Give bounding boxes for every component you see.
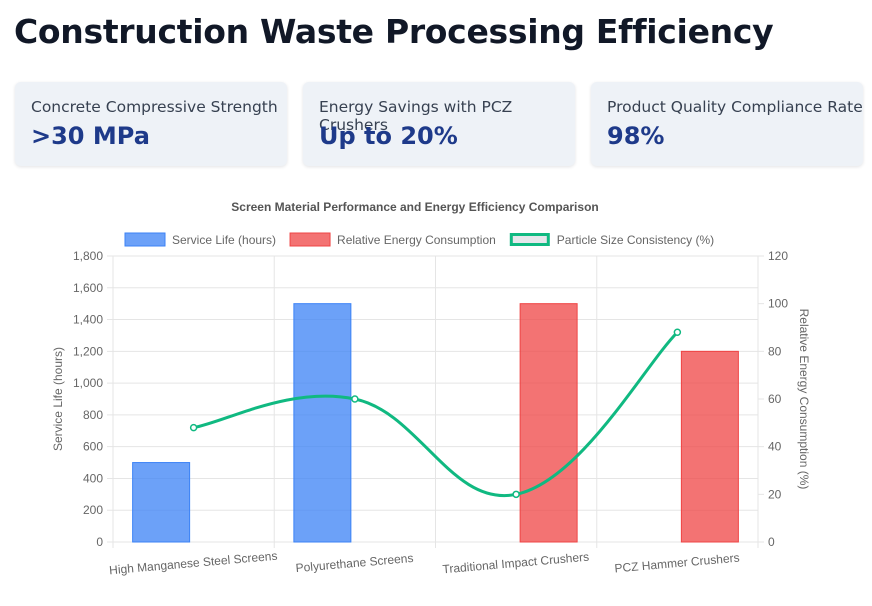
y-right-tick-label: 0 bbox=[768, 535, 775, 549]
legend-label: Particle Size Consistency (%) bbox=[557, 233, 714, 247]
y-right-tick-label: 120 bbox=[768, 249, 788, 263]
y-right-tick-label: 80 bbox=[768, 344, 782, 358]
metric-card-quality-compliance: Product Quality Compliance Rate 98% bbox=[591, 82, 863, 166]
metric-card-label: Concrete Compressive Strength bbox=[31, 98, 278, 116]
y-right-tick-label: 20 bbox=[768, 487, 782, 501]
x-tick-label: Traditional Impact Crushers bbox=[442, 550, 590, 577]
bar bbox=[519, 303, 578, 543]
performance-chart: Screen Material Performance and Energy E… bbox=[51, 200, 811, 578]
y-left-tick-label: 1,800 bbox=[73, 249, 103, 263]
legend-label: Relative Energy Consumption bbox=[337, 233, 496, 247]
bar bbox=[680, 350, 739, 543]
series-line bbox=[193, 331, 679, 498]
y-left-tick-label: 1,400 bbox=[73, 313, 103, 327]
metric-card-value: >30 MPa bbox=[31, 122, 150, 150]
x-tick-label: Polyurethane Screens bbox=[295, 551, 414, 575]
legend-label: Service Life (hours) bbox=[172, 233, 276, 247]
y-left-tick-label: 1,600 bbox=[73, 281, 103, 295]
y-right-tick-label: 40 bbox=[768, 440, 782, 454]
x-tick-label: High Manganese Steel Screens bbox=[109, 549, 278, 578]
y-left-tick-label: 400 bbox=[83, 471, 103, 485]
legend-swatch bbox=[509, 233, 550, 246]
metric-card-label: Product Quality Compliance Rate bbox=[607, 98, 863, 116]
y-right-tick-label: 60 bbox=[768, 392, 782, 406]
y-left-tick-label: 0 bbox=[96, 535, 103, 549]
bar bbox=[293, 303, 352, 543]
y-left-tick-label: 200 bbox=[83, 503, 103, 517]
legend-swatch bbox=[289, 232, 331, 247]
chart-title: Screen Material Performance and Energy E… bbox=[231, 200, 598, 214]
line-point bbox=[351, 395, 359, 403]
y-left-tick-label: 600 bbox=[83, 440, 103, 454]
metric-card-energy-savings: Energy Savings with PCZ Crushers Up to 2… bbox=[303, 82, 575, 166]
metric-cards: Concrete Compressive Strength >30 MPa En… bbox=[15, 82, 863, 166]
metric-card-value: 98% bbox=[607, 122, 665, 150]
metric-card-label: Energy Savings with PCZ Crushers bbox=[319, 98, 513, 134]
x-tick-label: PCZ Hammer Crushers bbox=[614, 551, 740, 576]
page-title: Construction Waste Processing Efficiency bbox=[14, 12, 774, 51]
y-left-tick-label: 800 bbox=[83, 408, 103, 422]
line-point bbox=[189, 423, 198, 432]
y-left-tick-label: 1,000 bbox=[73, 376, 103, 390]
metric-card-compressive-strength: Concrete Compressive Strength >30 MPa bbox=[15, 82, 287, 166]
metric-card-value: Up to 20% bbox=[319, 122, 458, 150]
legend-swatch bbox=[124, 232, 166, 247]
line-point bbox=[512, 490, 520, 499]
y-right-tick-label: 100 bbox=[768, 297, 788, 311]
y-right-axis-label: Relative Energy Consumption (%) bbox=[797, 309, 811, 490]
bar bbox=[132, 462, 191, 543]
y-left-axis-label: Service Life (hours) bbox=[51, 347, 65, 451]
y-left-tick-label: 1,200 bbox=[73, 344, 103, 358]
line-point bbox=[673, 328, 682, 337]
